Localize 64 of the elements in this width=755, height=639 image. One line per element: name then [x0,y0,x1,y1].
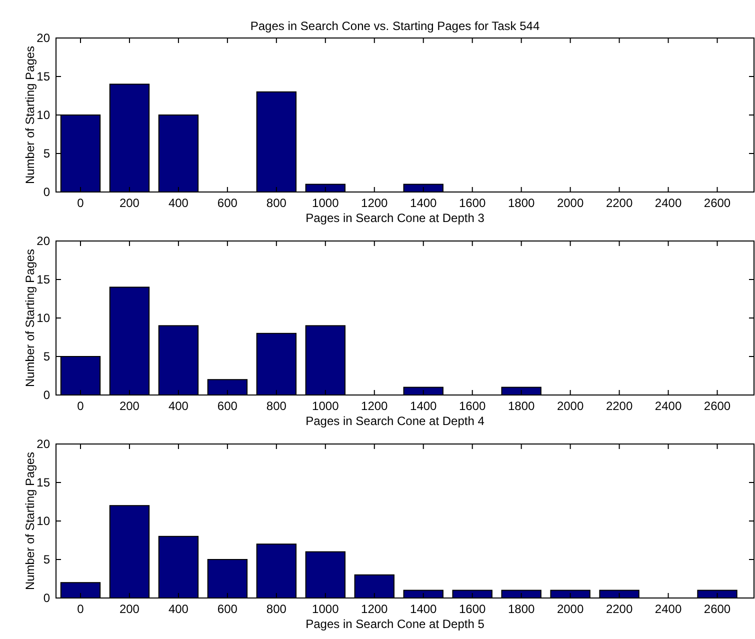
x-tick-label: 800 [266,196,287,210]
y-tick-label: 0 [43,591,50,605]
x-tick-label: 1000 [312,196,340,210]
x-tick-label: 2600 [704,196,731,210]
x-tick-label: 1000 [312,399,340,413]
x-tick-label: 1000 [312,602,340,616]
x-tick-label: 2600 [704,399,731,413]
y-tick-label: 0 [43,185,50,199]
x-tick-label: 2400 [654,196,682,210]
y-tick-label: 20 [36,234,50,248]
x-tick-label: 400 [168,399,189,413]
x-tick-label: 600 [217,602,238,616]
y-tick-label: 20 [36,31,50,45]
y-tick-label: 5 [43,146,50,160]
x-tick-label: 2000 [556,196,584,210]
x-tick-label: 2200 [606,196,633,210]
x-tick-label: 2200 [606,399,633,413]
y-tick-label: 15 [36,70,50,84]
x-tick-label: 1600 [459,196,486,210]
y-tick-label: 5 [43,552,50,566]
y-tick-label: 5 [43,350,50,364]
x-tick-label: 1600 [459,602,486,616]
y-tick-label: 10 [36,311,50,325]
y-tick-label: 10 [36,514,50,528]
chart-title: Pages in Search Cone vs. Starting Pages for Task 544 [250,19,540,33]
x-tick-label: 2000 [556,399,584,413]
x-tick-label: 200 [119,196,140,210]
x-tick-label: 800 [266,399,287,413]
x-tick-label: 0 [77,602,84,616]
x-axis-title: Pages in Search Cone at Depth 5 [306,617,485,631]
x-tick-label: 1200 [361,196,388,210]
x-tick-label: 1400 [410,399,438,413]
x-tick-label: 2000 [556,602,584,616]
x-tick-label: 1400 [410,196,438,210]
x-tick-label: 1800 [508,602,536,616]
y-axis-title: Number of Starting Pages [23,452,37,590]
y-axis-title: Number of Starting Pages [23,248,37,388]
x-tick-label: 2600 [704,602,731,616]
x-tick-label: 600 [217,196,238,210]
y-tick-label: 20 [36,437,50,451]
x-axis-title: Pages in Search Cone at Depth 3 [306,211,485,225]
x-tick-label: 200 [119,399,140,413]
x-tick-label: 200 [119,602,140,616]
x-tick-label: 800 [266,602,287,616]
x-tick-label: 1800 [508,196,536,210]
x-axis-title: Pages in Search Cone at Depth 4 [306,414,485,428]
y-tick-label: 0 [43,388,50,402]
x-tick-label: 1600 [459,399,486,413]
x-tick-label: 2400 [654,602,682,616]
x-tick-label: 400 [168,602,189,616]
x-tick-label: 400 [168,196,189,210]
x-tick-label: 600 [217,399,238,413]
x-tick-label: 1200 [361,602,388,616]
x-tick-label: 2200 [606,602,633,616]
y-axis-title: Number of Starting Pages [23,46,37,184]
x-tick-label: 1800 [508,399,536,413]
y-tick-label: 10 [36,108,50,122]
y-tick-label: 15 [36,476,50,490]
x-tick-label: 1200 [361,399,388,413]
y-tick-label: 15 [36,272,50,286]
x-tick-label: 2400 [654,399,682,413]
x-tick-label: 0 [77,196,84,210]
x-tick-label: 0 [77,399,84,413]
x-tick-label: 1400 [410,602,438,616]
